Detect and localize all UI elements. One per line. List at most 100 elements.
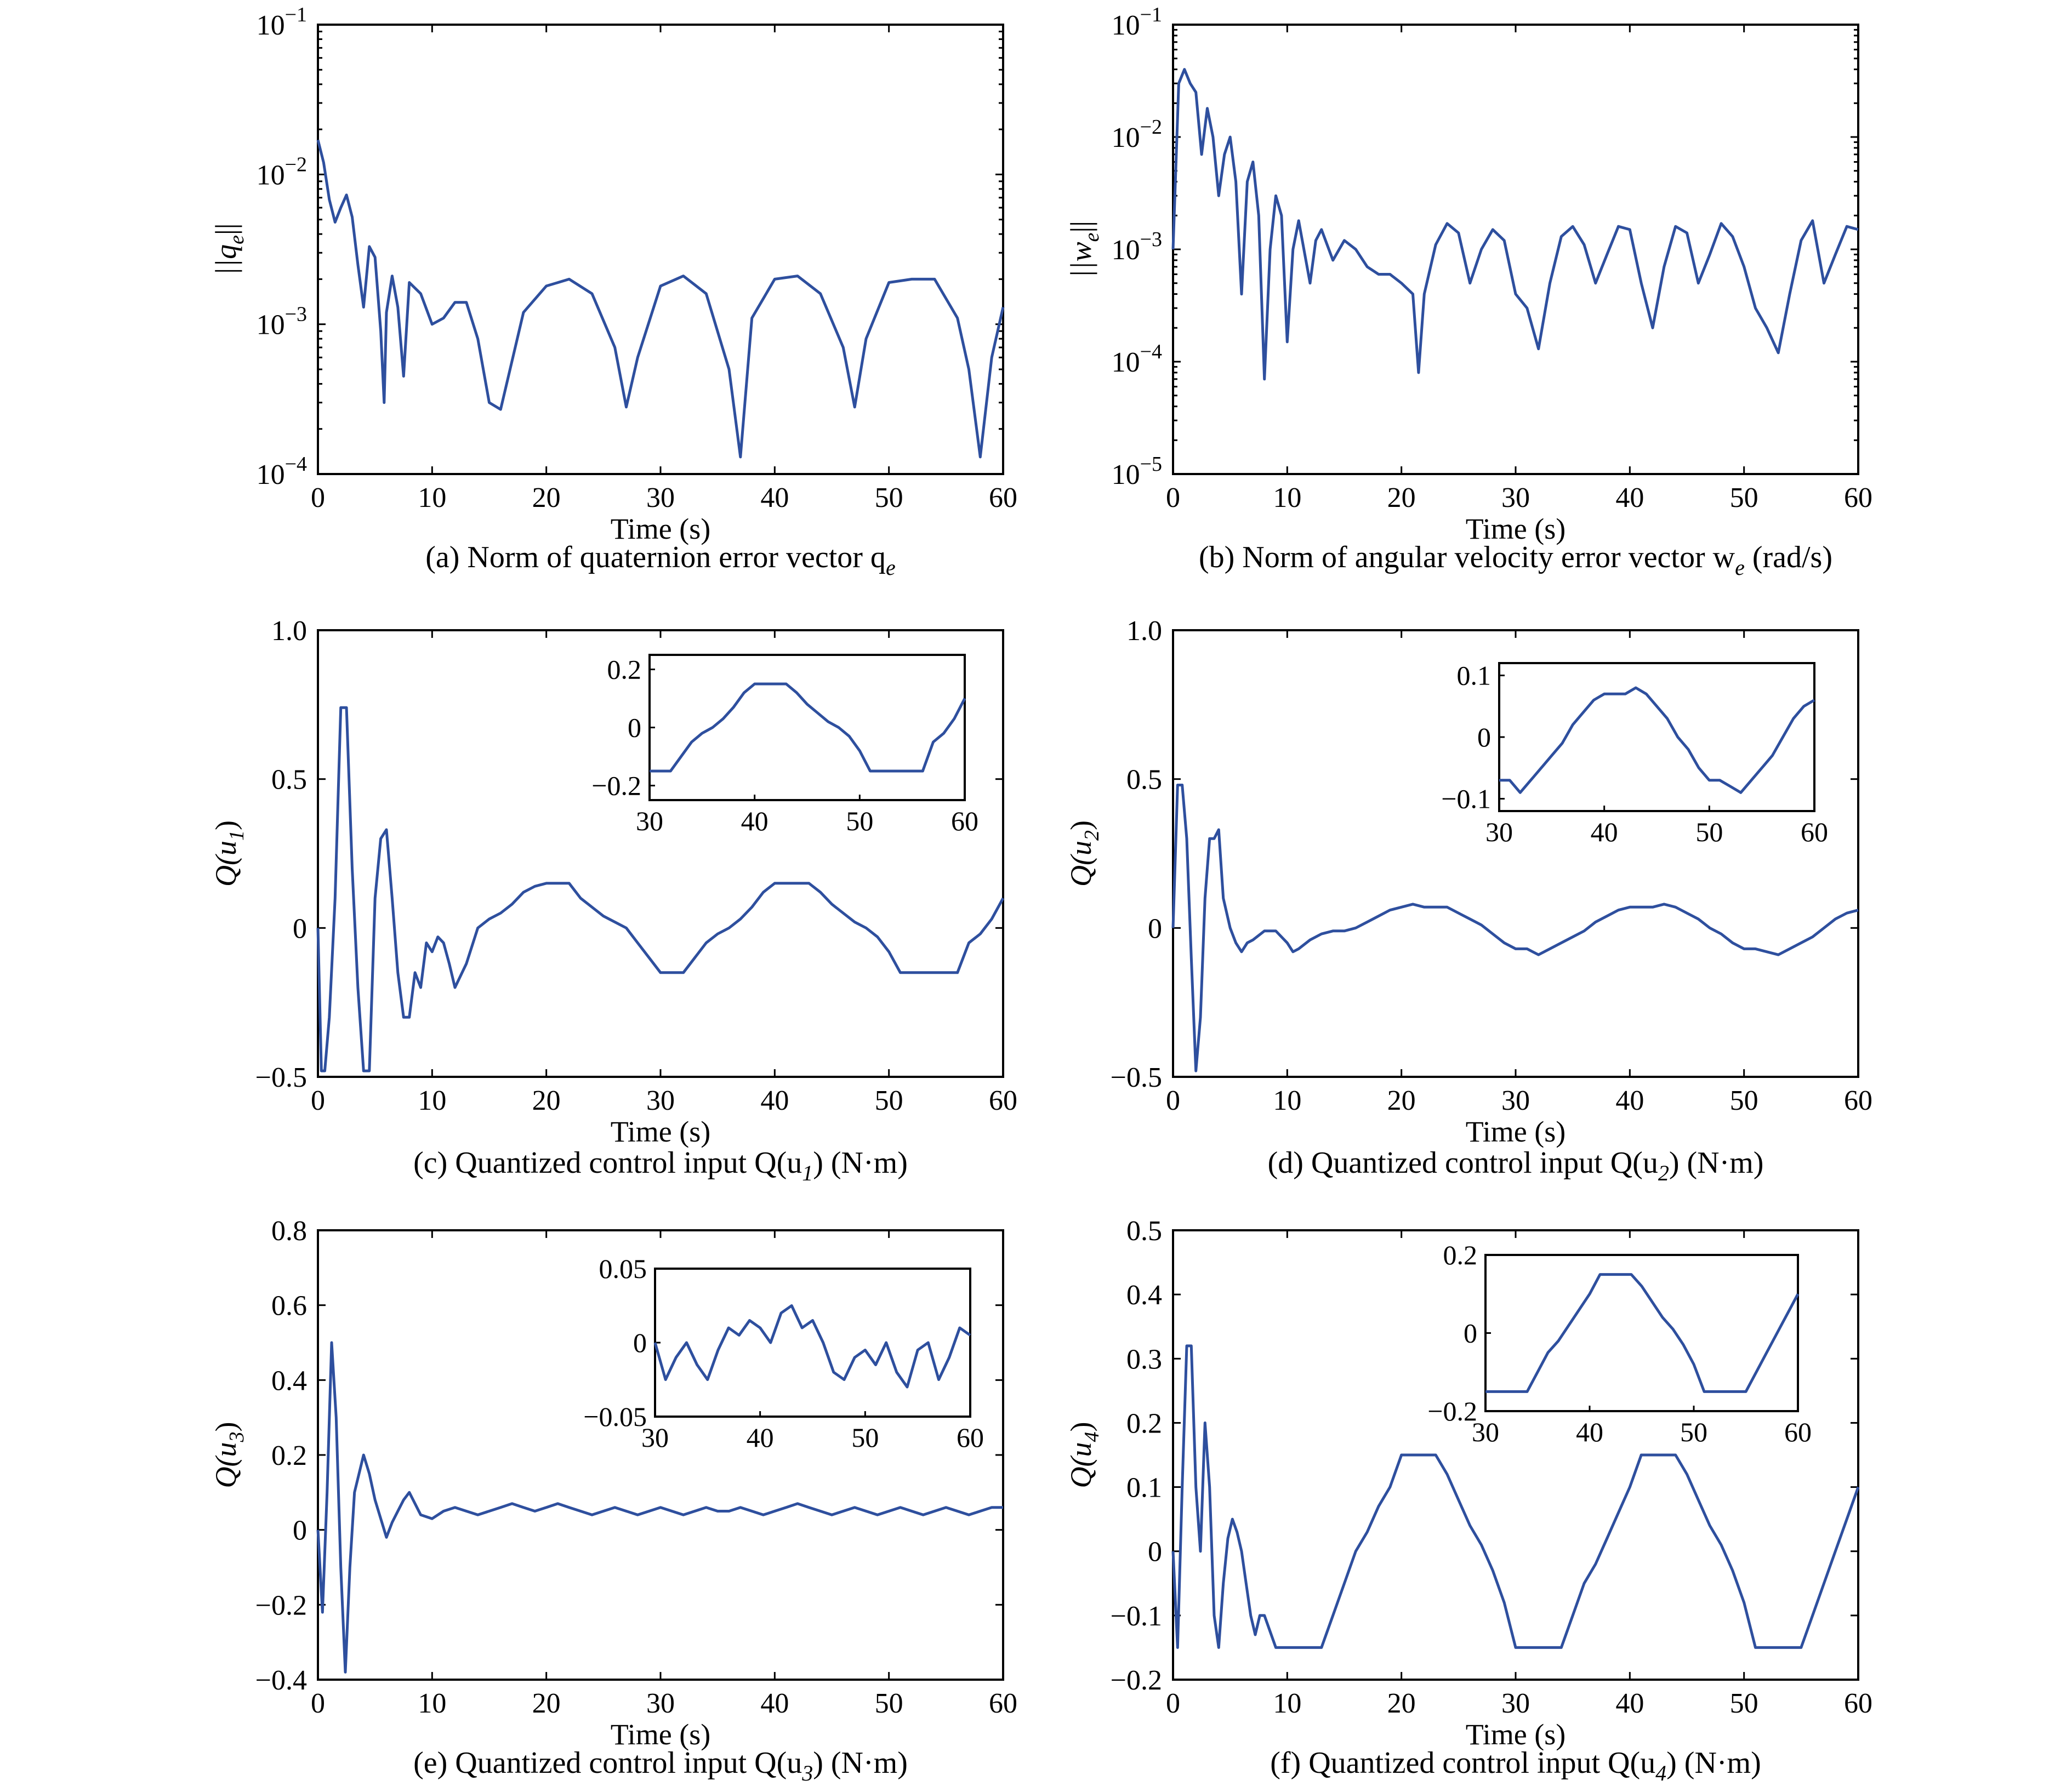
y-tick-label-b-1: 10−4 [1112,340,1162,378]
inset-y-tick-label-d-2: 0.1 [1457,660,1492,691]
x-tick-label-a-5: 50 [875,482,903,513]
x-tick-label-d-4: 40 [1615,1085,1644,1116]
inset-d: 30 40 50 60 −0.1 0 0.1 [1441,660,1828,848]
y-tick-label-d-3: 1.0 [1126,615,1162,647]
plot-frame-c [317,629,1004,1078]
inset-y-tick-label-c-0: −0.2 [591,771,641,801]
x-tick-label-b-4: 40 [1615,482,1644,513]
plot-frame-a [317,24,1004,475]
x-tick-label-e-4: 40 [760,1688,789,1719]
inset-x-tick-label-f-0: 30 [1472,1417,1499,1447]
inset-x-tick-label-e-3: 60 [957,1422,984,1453]
y-tick-label-b-0: 10−5 [1112,453,1162,490]
y-tick-label-c-0: −0.5 [255,1062,307,1093]
x-tick-label-e-2: 20 [532,1688,561,1719]
y-tick-label-c-2: 0.5 [271,764,307,796]
inset-series-line-e [653,1304,971,1389]
caption-d: (d) Quantized control input Q(u2) (N·m) [1268,1146,1764,1185]
x-tick-label-f-0: 0 [1166,1688,1180,1719]
y-axis-label-f: Q(u4) [1065,1422,1103,1488]
chart-panel-b: 0 10 20 30 40 50 60 10−5 10−4 10−3 10−2 10−1 Time (s… [1065,3,1872,580]
inset-frame-f [1484,1254,1799,1412]
inset-x-tick-label-e-2: 50 [851,1422,879,1453]
x-axis-label-c: Time (s) [611,1115,711,1148]
inset-y-tick-label-d-1: 0 [1477,722,1491,752]
inset-y-tick-label-f-0: −0.2 [1427,1396,1477,1426]
plot-frame-f [1172,1229,1859,1681]
inset-series-line-c [650,682,966,773]
y-tick-label-d-1: 0 [1148,913,1162,944]
x-tick-label-d-0: 0 [1166,1085,1180,1116]
y-tick-label-e-5: 0.6 [271,1291,307,1322]
inset-y-tick-label-e-2: 0.05 [599,1253,647,1284]
x-tick-label-c-1: 10 [418,1085,446,1116]
x-tick-label-b-1: 10 [1273,482,1301,513]
y-tick-label-e-1: −0.2 [255,1590,307,1621]
y-axis-label-group-f: Q(u4) [1065,1422,1103,1488]
y-tick-label-a-1: 10−3 [257,303,307,341]
x-tick-label-d-6: 60 [1844,1085,1872,1116]
inset-y-tick-label-f-1: 0 [1464,1318,1477,1349]
x-tick-label-e-1: 10 [418,1688,446,1719]
inset-x-tick-label-e-0: 30 [641,1422,669,1453]
inset-x-tick-label-d-2: 50 [1695,817,1723,847]
x-axis-label-a: Time (s) [611,512,711,545]
inset-x-tick-label-c-0: 30 [636,806,663,836]
y-tick-label-f-3: 0.1 [1126,1473,1162,1504]
inset-y-tick-label-c-2: 0.2 [607,654,642,685]
y-tick-label-e-6: 0.8 [271,1215,307,1247]
caption-a: (a) Norm of quaternion error vector qe [425,540,895,580]
inset-y-tick-label-f-2: 0.2 [1443,1240,1478,1270]
x-axis-label-f: Time (s) [1466,1718,1566,1751]
y-axis-label-group-a: ||qe|| [209,223,248,275]
x-axis-label-d: Time (s) [1466,1115,1566,1148]
inset-series-line-d [1499,686,1815,794]
caption-e: (e) Quantized control input Q(u3) (N·m) [413,1746,908,1785]
y-tick-label-a-2: 10−2 [257,153,307,191]
inset-x-tick-label-c-2: 50 [846,806,873,836]
inset-f: 30 40 50 60 −0.2 0 0.2 [1427,1240,1812,1447]
x-tick-label-b-2: 20 [1387,482,1416,513]
x-tick-label-c-2: 20 [532,1085,561,1116]
inset-x-tick-label-f-1: 40 [1576,1417,1603,1447]
x-tick-label-f-6: 60 [1844,1688,1872,1719]
series-line-d-0 [1171,784,1859,1072]
inset-x-tick-label-c-1: 40 [741,806,769,836]
x-tick-label-c-5: 50 [875,1085,903,1116]
y-axis-label-c: Q(u1) [209,820,248,887]
x-tick-label-d-1: 10 [1273,1085,1301,1116]
inset-x-tick-label-d-3: 60 [1801,817,1828,847]
inset-x-tick-label-f-2: 50 [1680,1417,1707,1447]
x-tick-label-a-6: 60 [989,482,1017,513]
x-tick-label-f-2: 20 [1387,1688,1416,1719]
y-tick-label-e-4: 0.4 [271,1365,307,1396]
inset-y-tick-label-e-0: −0.05 [583,1401,647,1432]
x-tick-label-e-0: 0 [311,1688,325,1719]
x-tick-label-c-0: 0 [311,1085,325,1116]
x-tick-label-b-3: 30 [1501,482,1530,513]
y-tick-label-e-3: 0.2 [271,1440,307,1471]
inset-x-tick-label-d-0: 30 [1485,817,1513,847]
inset-x-tick-label-e-1: 40 [747,1422,774,1453]
y-axis-label-b: ||we|| [1065,221,1103,278]
series-line-c-0 [316,706,1005,1072]
plot-frame-e [317,1229,1004,1681]
y-tick-label-c-1: 0 [293,913,307,944]
y-tick-label-f-2: 0 [1148,1537,1162,1568]
y-tick-label-a-3: 10−1 [257,3,307,41]
y-tick-label-f-5: 0.3 [1126,1344,1162,1375]
inset-e: 30 40 50 60 −0.05 0 0.05 [583,1253,984,1453]
x-tick-label-a-1: 10 [418,482,446,513]
inset-x-tick-label-c-3: 60 [951,806,978,836]
x-tick-label-d-2: 20 [1387,1085,1416,1116]
x-axis-label-e: Time (s) [611,1718,711,1751]
y-tick-label-e-0: −0.4 [255,1665,307,1696]
y-tick-label-d-0: −0.5 [1111,1062,1162,1093]
x-tick-label-f-1: 10 [1273,1688,1301,1719]
y-tick-label-e-2: 0 [293,1515,307,1546]
inset-series-line-f [1485,1273,1800,1393]
caption-f: (f) Quantized control input Q(u4) (N·m) [1270,1746,1761,1785]
x-tick-label-a-0: 0 [311,482,325,513]
y-tick-label-f-0: −0.2 [1111,1665,1162,1696]
caption-c: (c) Quantized control input Q(u1) (N·m) [413,1146,908,1185]
